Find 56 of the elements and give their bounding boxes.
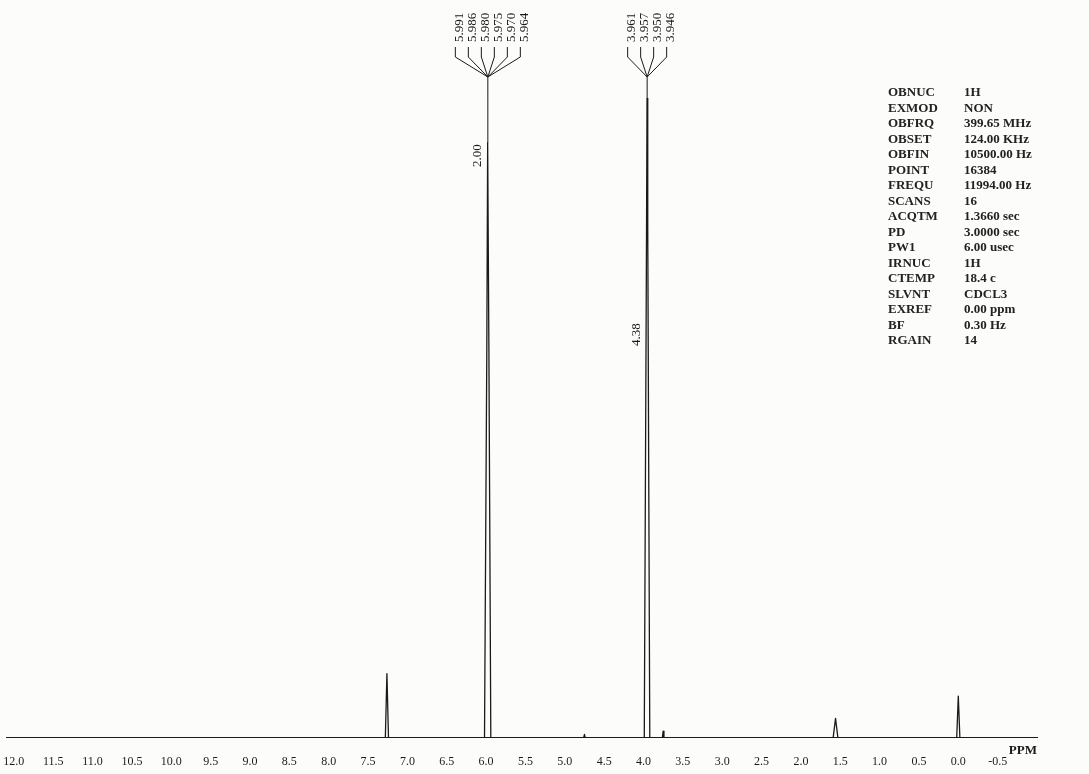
annotation: 3.950 xyxy=(649,12,665,42)
x-tick-label: 4.0 xyxy=(635,753,651,768)
annotation: 3.946 xyxy=(662,12,678,42)
text: OBFRQ 399.65 MHz xyxy=(888,115,1032,130)
text: EXREF 0.00 ppm xyxy=(888,301,1016,316)
annotation: 5.970 xyxy=(502,12,518,42)
text: POINT 16384 xyxy=(888,161,997,177)
x-tick-label: 6.5 xyxy=(439,753,455,768)
x-axis-title: PPM xyxy=(1008,742,1037,758)
x-tick-label: 11.5 xyxy=(42,753,64,768)
x-tick-label: 8.5 xyxy=(281,753,297,768)
text: OBNUC 1H xyxy=(888,84,981,99)
annotation: 3.957 xyxy=(636,12,652,42)
text: FREQU 11994.00 Hz xyxy=(888,177,1032,192)
x-tick-label: 2.0 xyxy=(793,753,809,768)
annotation: 5.986 xyxy=(463,12,479,42)
text: PW1 6.00 usec xyxy=(888,239,1014,254)
x-tick-label: 11.0 xyxy=(82,753,103,768)
x-tick-label: 12.0 xyxy=(3,753,25,768)
x-tick-label: 0.5 xyxy=(911,753,927,768)
text: SLVNT CDCL3 xyxy=(888,285,1008,301)
text: PD 3.0000 sec xyxy=(888,223,1020,239)
x-tick-label: 6.0 xyxy=(478,753,494,768)
text: BF 0.30 Hz xyxy=(888,316,1006,332)
x-tick-label: 1.5 xyxy=(832,753,848,768)
x-tick-label: 0.0 xyxy=(950,753,966,768)
x-tick-label: 10.0 xyxy=(160,753,182,768)
x-tick-label: 2.5 xyxy=(754,753,770,768)
x-tick-label: 7.0 xyxy=(399,753,415,768)
text: EXMOD NON xyxy=(888,99,993,115)
annotation: 5.980 xyxy=(476,12,492,42)
x-tick-label: 9.5 xyxy=(203,753,219,768)
text: ACQTM 1.3660 sec xyxy=(888,208,1020,223)
x-tick-label: 10.5 xyxy=(121,753,143,768)
annotation: 5.964 xyxy=(515,12,531,42)
text: RGAIN 14 xyxy=(888,332,977,347)
annotation: 3.961 xyxy=(623,12,639,42)
annotation: 4.38 xyxy=(627,323,643,347)
text: SCANS 16 xyxy=(888,192,977,208)
annotation: 2.00 xyxy=(468,144,484,167)
text: CTEMP 18.4 c xyxy=(888,270,996,285)
x-tick-label: 4.5 xyxy=(596,753,612,768)
x-tick-label: 9.0 xyxy=(242,753,258,768)
x-tick-label: 3.0 xyxy=(714,753,730,768)
x-tick-label: -0.5 xyxy=(988,753,1008,768)
x-tick-label: 7.5 xyxy=(360,753,376,768)
x-tick-label: 3.5 xyxy=(675,753,691,768)
text: OBSET 124.00 KHz xyxy=(888,130,1029,146)
x-tick-label: 5.5 xyxy=(517,753,533,768)
x-tick-label: 5.0 xyxy=(557,753,573,768)
annotation: 5.991 xyxy=(450,12,466,42)
annotation: 5.975 xyxy=(489,12,505,42)
x-tick-label: 1.0 xyxy=(872,753,888,768)
x-tick-label: 8.0 xyxy=(321,753,337,768)
text: IRNUC 1H xyxy=(888,254,981,270)
text: OBFIN 10500.00 Hz xyxy=(888,146,1032,161)
